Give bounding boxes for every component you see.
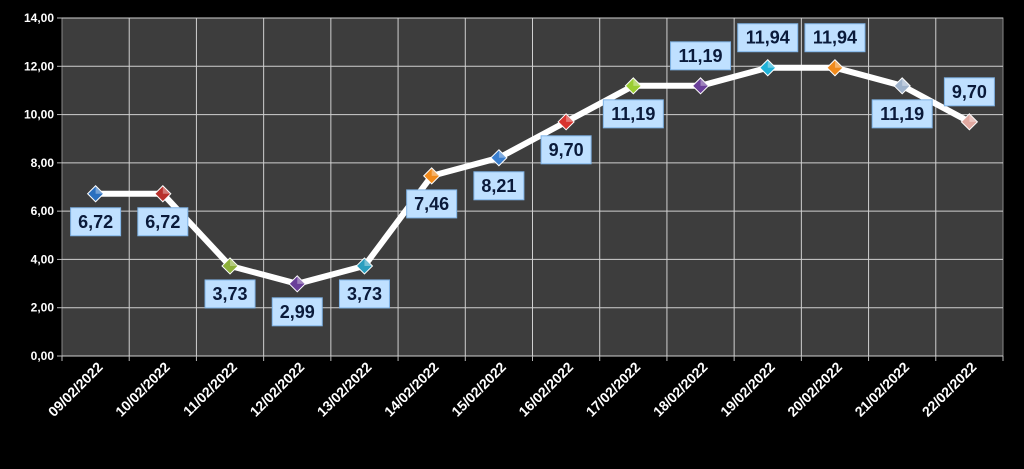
data-label-box (473, 171, 525, 201)
data-label: 3,73 (338, 279, 390, 309)
data-point-marker (288, 275, 306, 293)
data-point-marker-highlight (498, 149, 507, 158)
data-label: 8,21 (473, 171, 525, 201)
data-label-text: 2,99 (280, 302, 315, 322)
data-label-box (737, 23, 799, 53)
data-point-marker (355, 257, 374, 275)
data-point-marker (221, 257, 239, 275)
data-label: 6,72 (137, 207, 189, 237)
data-point-marker-highlight (834, 59, 843, 68)
data-label: 11,19 (602, 99, 664, 129)
data-point-marker-highlight (700, 77, 709, 86)
data-point-marker (691, 77, 710, 95)
y-tick-label: 12,00 (24, 59, 54, 73)
data-labels: 6,72 6,72 3,73 2,99 3,73 7,46 8,21 9,70 11,19 11,… (70, 23, 995, 327)
data-label-box (271, 297, 323, 327)
data-point-marker (960, 113, 979, 131)
data-label-text: 11,94 (813, 28, 857, 48)
y-tick-label: 2,00 (31, 301, 55, 315)
data-markers (86, 59, 979, 293)
data-label-box (204, 279, 256, 309)
data-label-box (540, 135, 592, 165)
data-point-marker-highlight (902, 77, 911, 86)
data-label-text: 11,19 (880, 104, 924, 124)
y-tick-label: 10,00 (24, 108, 54, 122)
data-label-text: 6,72 (145, 212, 180, 232)
data-label-box (406, 189, 458, 219)
data-point-marker-highlight (969, 113, 978, 122)
data-point-marker-highlight (95, 185, 104, 194)
data-point-marker-highlight (566, 113, 575, 122)
data-label-text: 11,19 (679, 46, 723, 66)
data-label: 2,99 (271, 297, 323, 327)
data-label-box (338, 279, 390, 309)
data-label-box (70, 207, 122, 237)
data-label: 7,46 (406, 189, 458, 219)
series-line (92, 64, 973, 287)
data-point-marker-highlight (230, 257, 239, 266)
data-point-marker (759, 59, 777, 77)
data-point-marker (624, 77, 643, 95)
data-label-text: 3,73 (347, 284, 382, 304)
data-point-marker (86, 185, 105, 203)
data-point-marker (826, 59, 844, 77)
data-label: 9,70 (540, 135, 592, 165)
data-label: 11,94 (737, 23, 799, 53)
y-axis: 0,00 2,00 4,00 6,00 8,00 10,00 12,00 14,00 (24, 11, 62, 363)
y-tick-label: 8,00 (31, 156, 55, 170)
data-label-box (804, 23, 866, 53)
data-label-box (670, 41, 732, 71)
data-point-marker-highlight (431, 167, 440, 176)
data-label-text: 9,70 (549, 140, 584, 160)
data-point-marker-highlight (767, 59, 776, 68)
y-tick-label: 6,00 (31, 204, 55, 218)
data-label-box (943, 77, 995, 107)
y-tick-label: 4,00 (31, 252, 55, 266)
data-label-box (602, 99, 664, 129)
data-label-text: 11,94 (746, 28, 790, 48)
data-point-marker (422, 167, 441, 185)
data-label-text: 3,73 (213, 284, 248, 304)
data-label-text: 8,21 (481, 176, 516, 196)
data-point-marker (154, 185, 172, 203)
data-point-marker (557, 113, 575, 131)
y-tick-label: 14,00 (24, 11, 54, 25)
data-label: 9,70 (943, 77, 995, 107)
data-point-marker-highlight (633, 77, 642, 86)
data-point-marker-highlight (364, 257, 373, 266)
data-point-marker-highlight (162, 185, 171, 194)
data-label: 11,19 (670, 41, 732, 71)
y-tick-label: 0,00 (31, 349, 55, 363)
data-label-text: 7,46 (414, 194, 449, 214)
data-label-text: 11,19 (611, 104, 655, 124)
data-label-text: 6,72 (78, 212, 113, 232)
data-label-box (137, 207, 189, 237)
data-label: 11,94 (804, 23, 866, 53)
data-label: 3,73 (204, 279, 256, 309)
data-label-text: 9,70 (952, 82, 987, 102)
data-label-box (871, 99, 933, 129)
data-point-marker-highlight (297, 275, 306, 284)
data-label: 11,19 (871, 99, 933, 129)
data-point-marker (893, 77, 911, 95)
data-label: 6,72 (70, 207, 122, 237)
data-point-marker (490, 149, 508, 167)
